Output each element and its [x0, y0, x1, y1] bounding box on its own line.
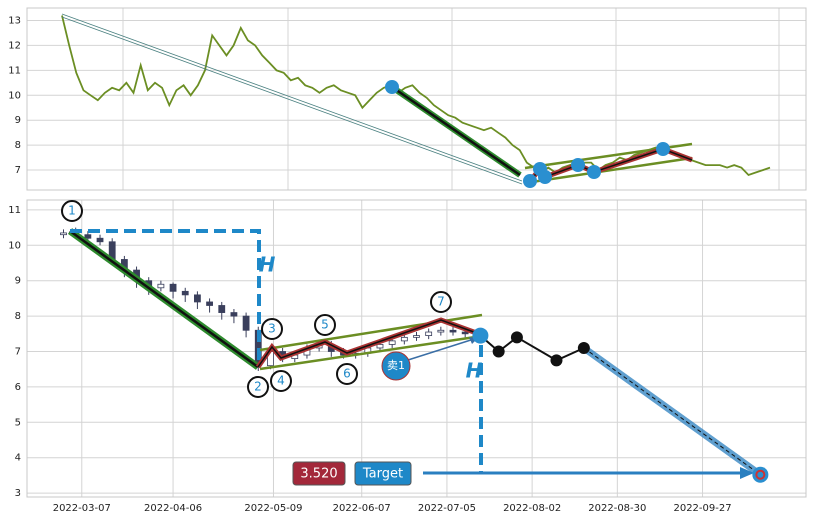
- trend-line: [61, 13, 523, 182]
- pattern-number: 2: [254, 380, 262, 394]
- pattern-marker: [247, 376, 269, 398]
- target-point: [752, 466, 769, 483]
- zigzag: [257, 319, 483, 368]
- candle-body: [230, 312, 238, 317]
- x-tick-label: 2022-07-05: [418, 503, 476, 514]
- height-label: H: [466, 359, 483, 383]
- projection-point: [472, 327, 489, 344]
- y-tick-label: 8: [15, 140, 21, 151]
- x-tick-label: 2022-04-06: [144, 503, 202, 514]
- frame: [26, 7, 807, 191]
- down-leg: [69, 229, 259, 369]
- y-tick-label: 4: [15, 453, 21, 464]
- y-tick-label: 8: [15, 311, 21, 322]
- y-tick-label: 13: [8, 15, 21, 26]
- y-tick-label: 9: [15, 115, 21, 126]
- y-tick-label: 9: [15, 276, 21, 287]
- x-tick-label: 2022-05-09: [244, 503, 302, 514]
- pattern-marker: [261, 318, 283, 340]
- x-tick-label: 2022-03-07: [53, 503, 111, 514]
- pattern-marker: [270, 370, 292, 392]
- candle-body: [194, 294, 201, 303]
- target-value-label: 3.520: [300, 467, 337, 482]
- candle-body: [400, 336, 408, 342]
- candle-body: [461, 331, 469, 335]
- target-core: [755, 469, 766, 480]
- y-tick-label: 6: [15, 382, 21, 393]
- projection-point: [492, 345, 505, 358]
- pattern-number: 5: [321, 318, 329, 332]
- top-panel: 7 8 9 10 11 12 13: [8, 8, 806, 190]
- projection-point: [510, 331, 523, 344]
- candle-body: [388, 340, 396, 345]
- pivot: [571, 158, 585, 172]
- candle-body: [449, 329, 457, 333]
- pivot: [538, 170, 552, 184]
- trend-line: [61, 16, 523, 185]
- candle-body: [84, 234, 92, 239]
- candle-body: [206, 301, 213, 306]
- y-tick-label: 10: [8, 90, 21, 101]
- pattern-number: 7: [437, 295, 445, 309]
- candle-body: [60, 232, 67, 236]
- y-tick-label: 12: [8, 40, 21, 51]
- pattern-marker: [430, 291, 452, 313]
- height-label: H: [259, 253, 276, 277]
- pivot: [523, 174, 537, 188]
- candle-body: [413, 335, 420, 338]
- pivot: [587, 165, 601, 179]
- y-tick-label: 3: [15, 488, 21, 499]
- target-label: Target: [362, 467, 403, 482]
- channel-line: [524, 156, 693, 185]
- y-tick-label: 11: [8, 65, 21, 76]
- signal-marker: [381, 351, 411, 381]
- y-tick-label: 11: [8, 205, 21, 216]
- x-tick-label: 2022-06-07: [333, 503, 391, 514]
- arrow-head: [740, 467, 754, 479]
- candle-body: [376, 344, 384, 349]
- target-value-box: [292, 461, 346, 486]
- projection-point: [577, 341, 590, 354]
- y-tick-label: 5: [15, 417, 21, 428]
- target-path: [583, 347, 761, 476]
- signal-label: 卖1: [387, 359, 405, 372]
- zigzag: [255, 317, 483, 369]
- candle-body: [96, 237, 104, 243]
- x-tick-label: 2022-08-30: [588, 503, 646, 514]
- pattern-marker: [336, 363, 358, 385]
- candle-body: [218, 305, 226, 313]
- candle-body: [437, 329, 445, 333]
- pattern-marker: [314, 314, 336, 336]
- pivot: [385, 80, 399, 94]
- candle-body: [242, 315, 250, 331]
- pattern-marker: [61, 200, 83, 222]
- target-box: [354, 461, 412, 486]
- signal-arrow: [407, 338, 475, 361]
- channel-line: [259, 334, 483, 371]
- candle-body: [169, 283, 177, 292]
- projection-point: [550, 354, 563, 367]
- candle-body: [157, 283, 165, 289]
- pivot: [656, 142, 670, 156]
- down-leg: [391, 85, 521, 177]
- candle-body: [181, 290, 189, 296]
- y-tick-label: 7: [15, 165, 21, 176]
- pattern-number: 4: [277, 374, 285, 388]
- pattern-number: 1: [68, 204, 76, 218]
- y-tick-label: 10: [8, 240, 21, 251]
- frame: [26, 199, 807, 498]
- height-guide: [70, 229, 261, 365]
- x-tick-label: 2022-08-02: [503, 503, 561, 514]
- top-overlay: [26, 7, 807, 191]
- bottom-panel: 3 4 5 6 7 8 9 10 11 2022-03-07 2022-04-06 2022-05-0…: [8, 200, 806, 514]
- y-tick-label: 7: [15, 347, 21, 358]
- x-tick-label: 2022-09-27: [673, 503, 731, 514]
- pattern-number: 6: [343, 367, 351, 381]
- bottom-overlay: 3.520 Target 1 2 3 4 5 6 7 卖1 H H: [26, 199, 807, 498]
- candle-body: [425, 331, 433, 336]
- pattern-number: 3: [268, 322, 276, 336]
